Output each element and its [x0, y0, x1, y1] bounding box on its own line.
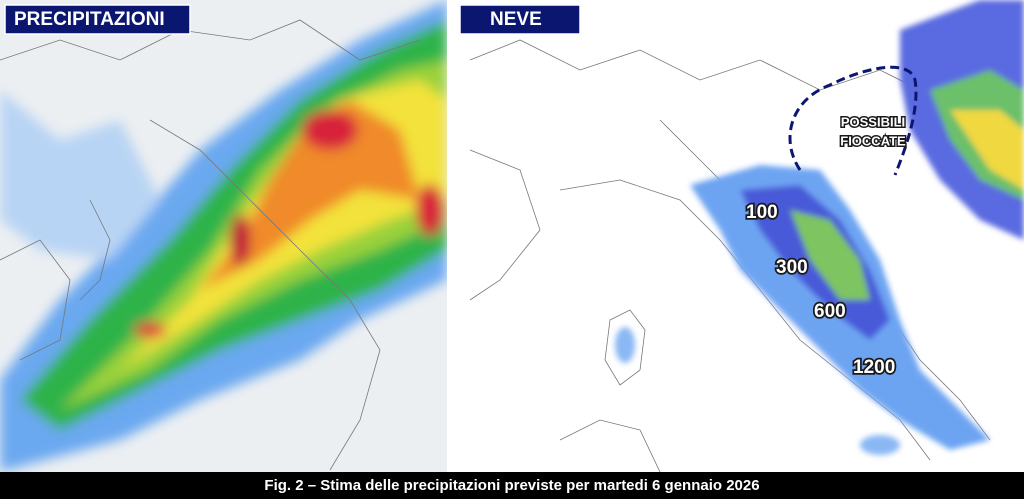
snow-level: 300 — [776, 257, 808, 278]
snow-level: 100 — [746, 202, 778, 223]
border-line — [0, 239, 71, 361]
snow-map: POSSIBILI FIOCCATE 100 300 600 1200 NEVE — [452, 0, 1024, 472]
title-box — [4, 4, 191, 35]
dashed-area — [788, 65, 918, 176]
border-line — [469, 149, 541, 301]
border-line — [79, 199, 111, 301]
border-line — [469, 39, 941, 101]
island — [559, 419, 661, 472]
caption-bar — [0, 472, 1024, 499]
panel-title: PRECIPITAZIONI — [14, 9, 165, 30]
precipitation-map: PRECIPITAZIONI — [0, 0, 447, 472]
panel-title: NEVE — [490, 9, 542, 30]
annotation: POSSIBILI — [841, 114, 905, 129]
border-line — [149, 119, 381, 471]
precipitation-field — [0, 0, 447, 472]
snow-level: 600 — [814, 301, 846, 322]
title-box — [459, 4, 581, 35]
panel-divider — [447, 0, 452, 472]
caption: Fig. 2 – Stima delle precipitazioni prev… — [264, 477, 759, 494]
snow-level: 1200 — [853, 357, 895, 378]
annotation: FIOCCATE — [840, 133, 906, 148]
borders — [0, 19, 421, 471]
snowfall-field — [615, 0, 1024, 455]
island — [604, 309, 646, 386]
border-line — [0, 19, 421, 61]
